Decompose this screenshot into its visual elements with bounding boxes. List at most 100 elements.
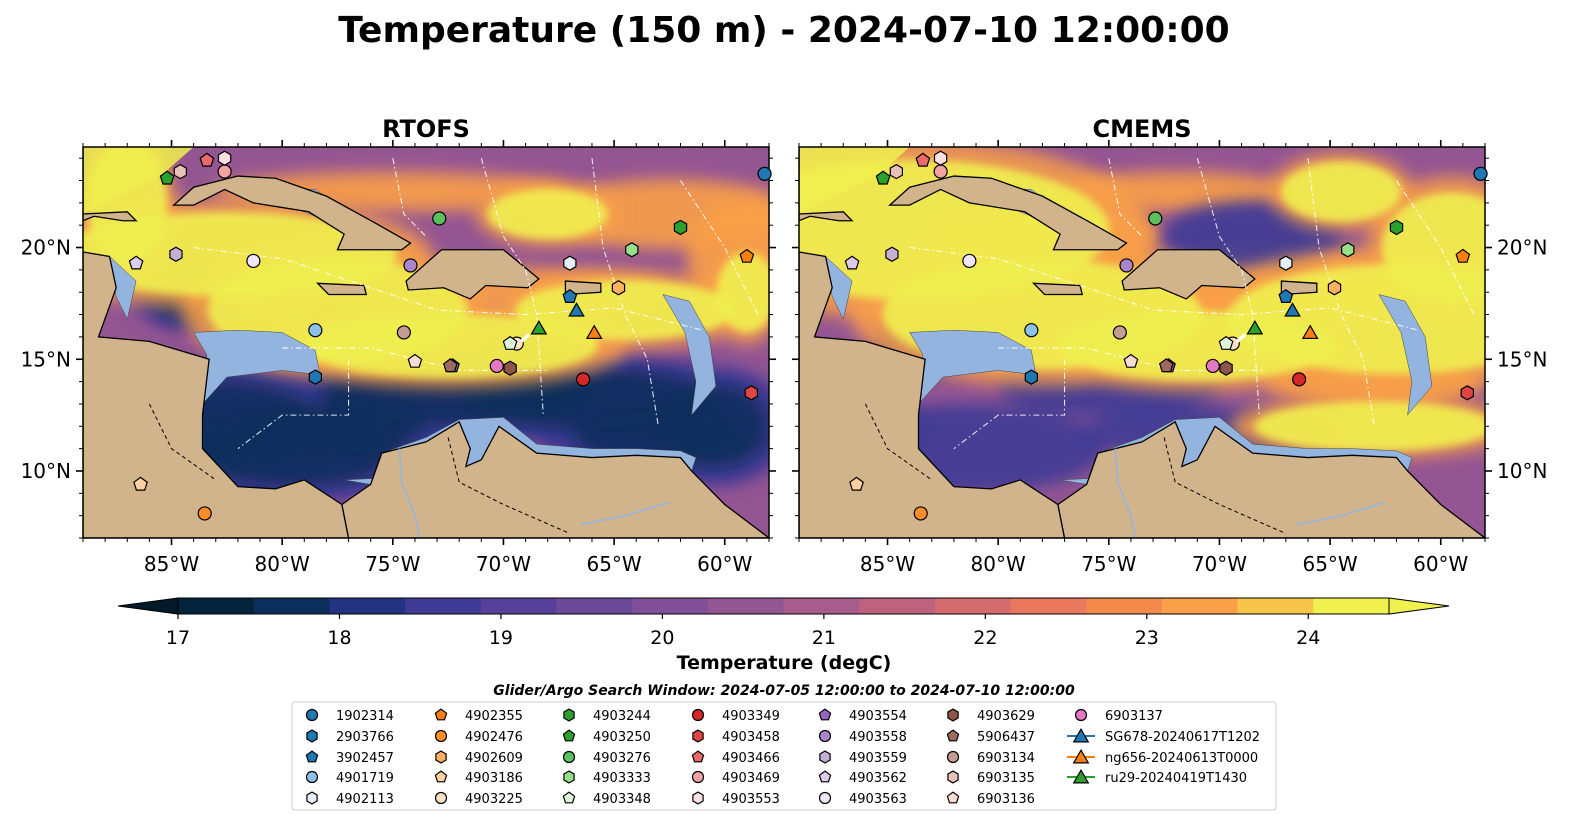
legend-marker[interactable] xyxy=(818,708,832,721)
observation-marker[interactable] xyxy=(489,358,504,374)
observation-marker[interactable] xyxy=(159,170,175,185)
legend-marker[interactable] xyxy=(1074,708,1088,722)
legend-marker[interactable] xyxy=(306,729,318,743)
map-panel-cmems[interactable]: 85°W 80°W 75°W 70°W 65°W 60°W 20°N 15°N 10°N xyxy=(670,139,1577,576)
observation-marker[interactable] xyxy=(844,255,860,270)
observation-marker[interactable] xyxy=(197,506,212,521)
observation-marker[interactable] xyxy=(217,150,232,166)
observation-marker[interactable] xyxy=(199,152,215,167)
observation-marker[interactable] xyxy=(885,246,899,262)
observation-marker[interactable] xyxy=(217,164,232,179)
observation-marker[interactable] xyxy=(849,476,864,491)
observation-marker[interactable] xyxy=(1460,385,1475,401)
legend-marker[interactable] xyxy=(691,708,705,722)
legend-marker[interactable] xyxy=(947,770,959,784)
legend-marker[interactable] xyxy=(818,791,832,805)
legend-marker[interactable] xyxy=(563,770,575,784)
map-panel-rtofs[interactable]: 85°W 80°W 75°W 70°W 65°W 60°W 20°N 15°N 10°N xyxy=(21,125,807,576)
observation-marker[interactable] xyxy=(246,253,261,269)
legend-marker[interactable] xyxy=(946,750,960,764)
observation-marker[interactable] xyxy=(576,372,591,387)
observation-marker[interactable] xyxy=(396,325,411,340)
observation-marker[interactable] xyxy=(563,255,577,271)
observation-marker[interactable] xyxy=(1473,166,1488,181)
legend-marker[interactable] xyxy=(434,708,448,721)
observation-marker[interactable] xyxy=(308,323,323,338)
legend-marker[interactable] xyxy=(434,791,448,805)
observation-marker[interactable] xyxy=(1389,219,1404,236)
observation-marker[interactable] xyxy=(308,369,322,385)
observation-marker[interactable] xyxy=(169,246,183,262)
legend-marker[interactable] xyxy=(946,791,960,804)
legend-marker[interactable] xyxy=(305,770,319,784)
observation-marker[interactable] xyxy=(1301,324,1319,339)
observation-marker[interactable] xyxy=(1218,335,1234,350)
observation-marker[interactable] xyxy=(1455,248,1471,263)
observation-marker[interactable] xyxy=(625,242,639,258)
observation-marker[interactable] xyxy=(1119,258,1134,273)
observation-marker[interactable] xyxy=(562,288,578,303)
observation-marker[interactable] xyxy=(1024,323,1039,338)
observation-marker[interactable] xyxy=(889,163,904,180)
legend-marker[interactable] xyxy=(818,729,832,743)
observation-marker[interactable] xyxy=(1205,358,1220,374)
observation-marker[interactable] xyxy=(611,280,626,296)
legend-marker[interactable] xyxy=(819,750,831,764)
legend-marker[interactable] xyxy=(562,750,576,764)
observation-marker[interactable] xyxy=(1284,302,1301,317)
observation-marker[interactable] xyxy=(1158,358,1174,373)
observation-marker[interactable] xyxy=(432,211,447,226)
legend-marker[interactable] xyxy=(692,791,704,805)
observation-marker[interactable] xyxy=(673,219,688,236)
observation-marker[interactable] xyxy=(757,166,772,181)
legend-marker[interactable] xyxy=(818,770,832,783)
legend-marker[interactable] xyxy=(563,708,575,722)
legend-marker[interactable] xyxy=(305,708,319,722)
observation-marker[interactable] xyxy=(1219,360,1233,376)
observation-marker[interactable] xyxy=(1123,353,1139,368)
legend-marker[interactable] xyxy=(434,729,448,743)
legend-marker[interactable] xyxy=(305,750,319,763)
observation-marker[interactable] xyxy=(1246,320,1264,335)
observation-marker[interactable] xyxy=(933,164,948,179)
legend-marker[interactable] xyxy=(691,750,705,763)
observation-marker[interactable] xyxy=(128,255,144,270)
observation-marker[interactable] xyxy=(962,253,977,269)
observation-marker[interactable] xyxy=(503,360,517,376)
observation-marker[interactable] xyxy=(442,358,458,373)
observation-marker[interactable] xyxy=(744,385,759,401)
legend-marker[interactable] xyxy=(1072,768,1090,784)
observation-marker[interactable] xyxy=(133,476,148,491)
legend-marker[interactable] xyxy=(435,750,447,764)
observation-marker[interactable] xyxy=(915,152,931,167)
legend-marker[interactable] xyxy=(306,791,318,805)
observation-marker[interactable] xyxy=(739,248,755,263)
observation-marker[interactable] xyxy=(1279,255,1293,271)
legend-marker[interactable] xyxy=(1072,727,1090,743)
legend-marker[interactable] xyxy=(1072,748,1090,764)
observation-marker[interactable] xyxy=(875,170,891,185)
legend-marker[interactable] xyxy=(692,729,704,743)
observation-marker[interactable] xyxy=(1278,288,1294,303)
observation-marker[interactable] xyxy=(913,506,928,521)
observation-marker[interactable] xyxy=(1112,325,1127,340)
observation-marker[interactable] xyxy=(568,302,585,317)
observation-marker[interactable] xyxy=(585,324,603,339)
observation-marker[interactable] xyxy=(530,320,548,335)
observation-marker[interactable] xyxy=(1292,372,1307,387)
observation-marker[interactable] xyxy=(173,163,187,180)
observation-marker[interactable] xyxy=(933,150,948,166)
legend-marker[interactable] xyxy=(562,791,576,804)
observation-marker[interactable] xyxy=(407,353,423,368)
observation-marker[interactable] xyxy=(1024,369,1039,385)
observation-marker[interactable] xyxy=(502,335,518,350)
observation-marker[interactable] xyxy=(1327,280,1342,296)
observation-marker[interactable] xyxy=(1148,211,1163,226)
legend-marker[interactable] xyxy=(946,729,960,742)
legend-marker[interactable] xyxy=(947,708,959,722)
legend-marker[interactable] xyxy=(691,770,705,784)
legend-marker[interactable] xyxy=(562,729,576,742)
legend-marker[interactable] xyxy=(434,770,448,783)
observation-marker[interactable] xyxy=(1341,242,1355,258)
observation-marker[interactable] xyxy=(403,258,418,273)
